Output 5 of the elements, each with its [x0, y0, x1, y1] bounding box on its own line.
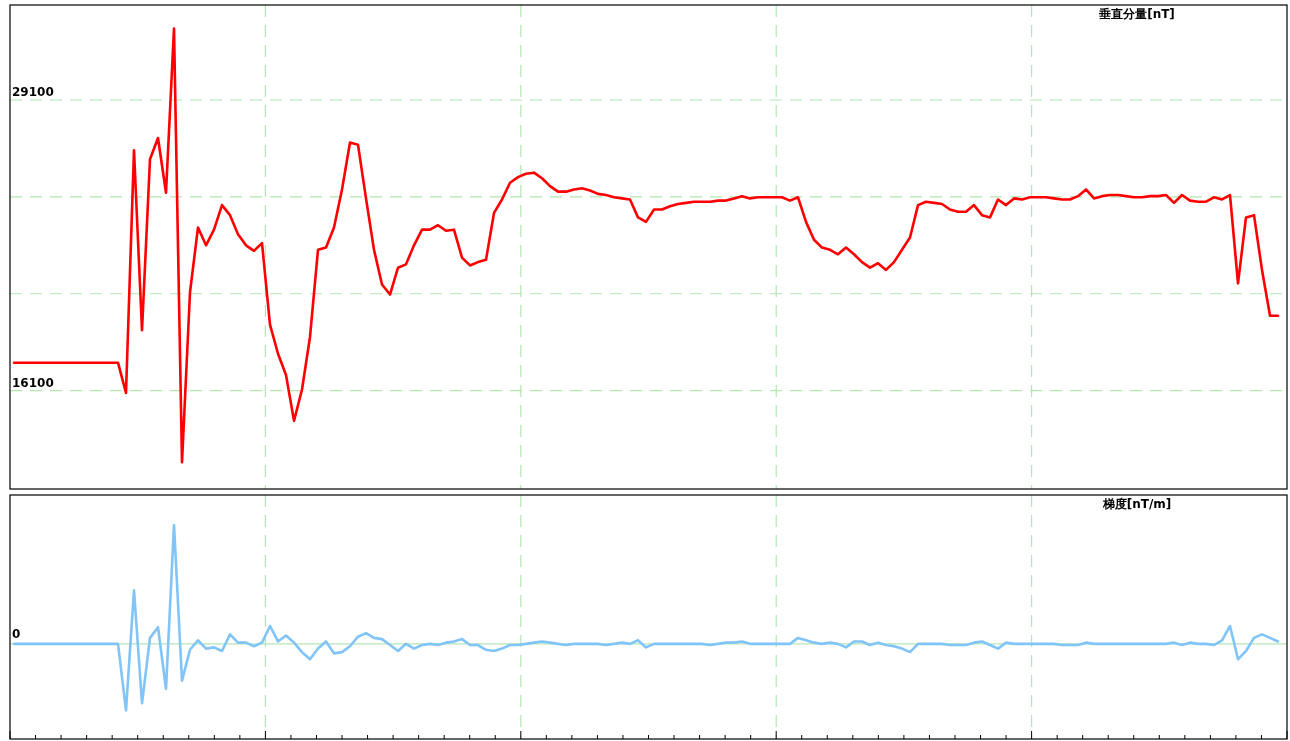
y-axis-title: 梯度[nT/m]: [1101, 497, 1172, 511]
annotation: 0: [12, 626, 21, 641]
y-tick-label: 16100: [12, 375, 54, 390]
y-tick-label: 29100: [12, 85, 54, 100]
y-axis-title: 垂直分量[nT]: [1098, 7, 1175, 21]
